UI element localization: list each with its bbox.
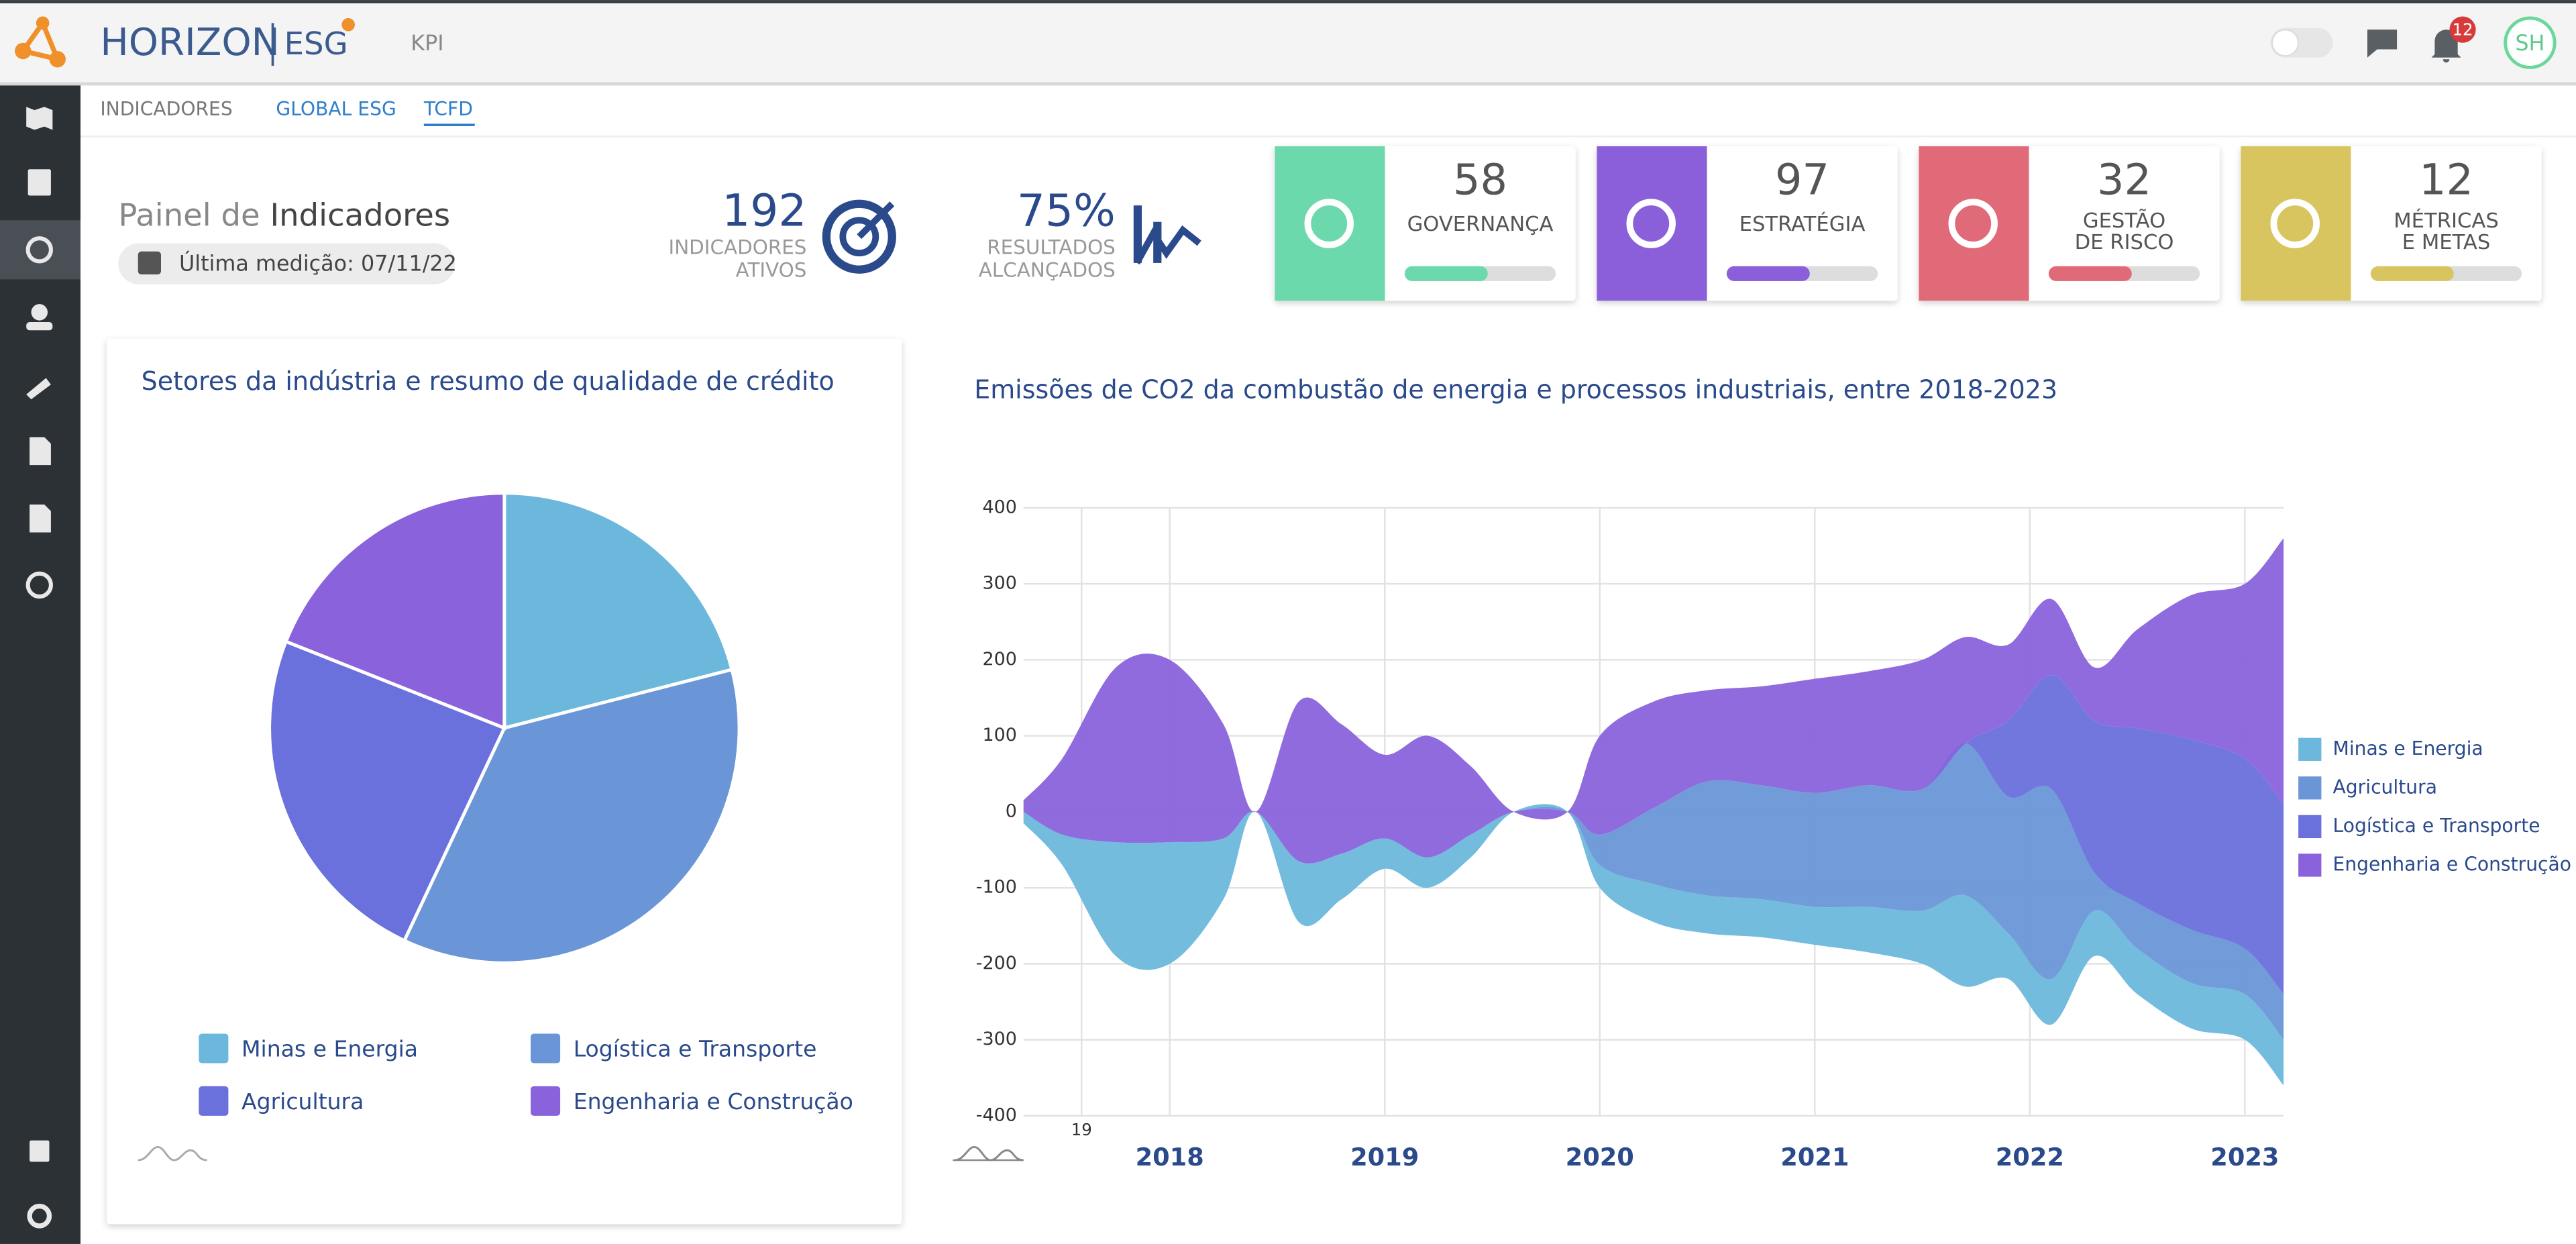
kpi-icon-block [2241, 146, 2351, 301]
title-bold: Indicadores [270, 197, 450, 233]
stream-area [1023, 804, 2284, 1086]
logo[interactable] [15, 16, 66, 68]
y-tick-label: 100 [983, 725, 1017, 745]
kpi-progress [1726, 266, 1810, 281]
stat-label: ATIVOS [736, 259, 807, 282]
wave-icon [138, 1145, 207, 1161]
tab[interactable]: INDICADORES [100, 98, 232, 120]
stat-value: 192 [722, 185, 806, 236]
notification-count: 12 [2452, 19, 2473, 39]
legend-swatch [2298, 737, 2322, 761]
pie-slice [284, 491, 506, 731]
kpi-label: GESTÃO [2083, 209, 2165, 233]
tab-active[interactable]: TCFD [423, 98, 473, 120]
stat-label: INDICADORES [669, 236, 807, 258]
legend-label: Agricultura [241, 1088, 364, 1115]
last-measure-pill [118, 243, 455, 284]
chat-icon[interactable] [2367, 30, 2398, 58]
kpi-progress [2370, 266, 2454, 281]
x-tick-label: 2019 [1350, 1143, 1419, 1172]
top-bar [0, 0, 2576, 83]
section-label: KPI [411, 30, 443, 56]
legend-label: Engenharia e Construção [2333, 853, 2571, 875]
x-tick-label: 2022 [1996, 1143, 2064, 1172]
toggle-knob [2271, 28, 2300, 57]
stat-label: ALCANÇADOS [979, 259, 1116, 282]
y-tick-label: -200 [976, 953, 1017, 974]
pie-slice [268, 639, 507, 943]
last-measure: Última medição: 07/11/22 [179, 250, 457, 276]
y-tick-label: -400 [976, 1104, 1017, 1125]
kpi-value: 58 [1453, 155, 1507, 205]
sidebar-active [0, 220, 80, 280]
x-tick-label: 2023 [2210, 1143, 2279, 1172]
kpi-icon-block [1919, 146, 2029, 301]
kpi-icon [1948, 199, 1998, 248]
avatar-initials: SH [2515, 30, 2544, 56]
brand-suffix: ESG [284, 25, 348, 62]
kpi-icon-block [1597, 146, 1707, 301]
y-tick-label: 300 [983, 573, 1017, 594]
legend-swatch [2298, 776, 2322, 800]
legend-label: Minas e Energia [241, 1035, 418, 1061]
kpi-value: 12 [2419, 155, 2473, 205]
kpi-label: ESTRATÉGIA [1739, 212, 1866, 236]
chart-title: Setores da indústria e resumo de qualida… [142, 366, 835, 396]
kpi-label: DE RISCO [2075, 231, 2174, 254]
kpi-label: GOVERNANÇA [1407, 213, 1554, 236]
top-border [0, 0, 2576, 3]
stat-label: RESULTADOS [987, 236, 1116, 258]
kpi-icon [2270, 199, 2320, 248]
y-tick-label: 200 [983, 649, 1017, 670]
x-tick-label: 2018 [1136, 1143, 1204, 1172]
stream-area [1023, 743, 2284, 1040]
x-tick-label: 2020 [1566, 1143, 1634, 1172]
avatar[interactable] [2504, 16, 2557, 69]
top-bar-shadow [0, 82, 2576, 86]
y-tick-label: -100 [976, 877, 1017, 898]
legend-label: Agricultura [2333, 776, 2437, 798]
dashboard-title: Painel de Indicadores [118, 197, 450, 233]
kpi-label: MÉTRICAS [2394, 209, 2499, 233]
legend-label: Minas e Energia [2333, 737, 2483, 760]
y-tick-label: 0 [1006, 800, 1017, 821]
pie-slice [402, 667, 741, 965]
notification-badge [2449, 16, 2476, 43]
legend-label: Engenharia e Construção [574, 1088, 853, 1115]
legend-swatch [199, 1086, 229, 1116]
kpi-value: 97 [1775, 155, 1829, 205]
kpi-icon [1304, 199, 1354, 248]
title-light: Painel de [118, 197, 260, 233]
pie-slice [502, 491, 735, 731]
chart-title: Emissões de CO2 da combustão de energia … [974, 374, 2057, 404]
calendar-icon [138, 251, 161, 275]
y-tick-label: -300 [976, 1029, 1017, 1049]
x-tick-label: 19 [1071, 1120, 1092, 1139]
kpi-icon-block [1275, 146, 1385, 301]
kpi-progress [2048, 266, 2132, 281]
legend-swatch [531, 1086, 561, 1116]
kpi-progress [1404, 266, 1488, 281]
legend-swatch [199, 1033, 229, 1064]
legend-swatch [531, 1033, 561, 1064]
stream-area [1023, 538, 2284, 864]
legend-label: Logística e Transporte [574, 1035, 817, 1061]
legend-swatch [2298, 815, 2322, 839]
brand: HORIZON [100, 21, 279, 64]
sidebar-icons[interactable] [25, 107, 53, 1229]
kpi-icon [1626, 199, 1676, 248]
kpi-value: 32 [2097, 155, 2151, 205]
stat-value: 75% [1017, 185, 1116, 236]
brand-dot [341, 18, 355, 32]
legend-label: Logística e Transporte [2333, 815, 2540, 837]
legend-swatch [2298, 853, 2322, 877]
stat-icons [822, 199, 1201, 274]
kpi-label: E METAS [2402, 231, 2491, 254]
tab[interactable]: GLOBAL ESG [276, 98, 396, 120]
y-tick-label: 400 [983, 497, 1017, 517]
x-tick-label: 2021 [1780, 1143, 1849, 1172]
